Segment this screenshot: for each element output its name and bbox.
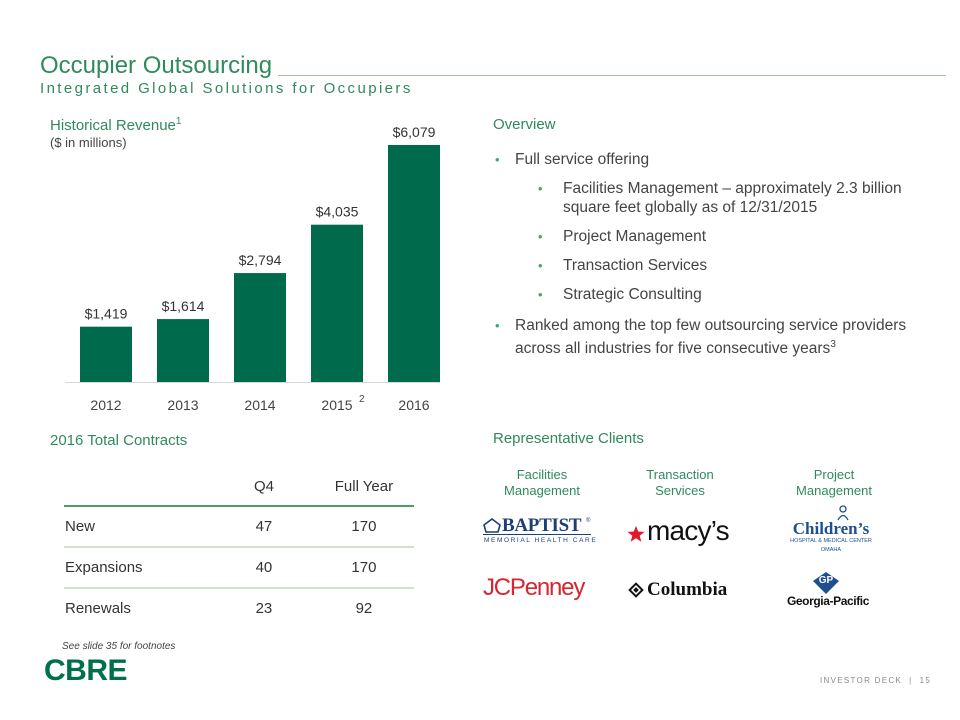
clients-heading: Representative Clients [493, 430, 644, 447]
overview-bullet-text: Full service offering [515, 151, 650, 168]
contracts-header-row: Q4 Full Year [64, 468, 414, 507]
bar [157, 319, 209, 382]
x-tick-label: 2014 [244, 397, 275, 413]
full-year-value: 170 [313, 547, 414, 589]
revenue-bar-chart: $1,419 2012 $1,614 2013 $2,794 2014 $4,035 2015… [65, 124, 440, 413]
baptist-logo: BAPTIST ® MEMORIAL HEALTH CARE [483, 515, 598, 549]
revenue-footnote-ref: 1 [175, 116, 182, 127]
revenue-units: ($ in millions) [50, 135, 127, 150]
title-divider [278, 75, 946, 76]
baptist-name: BAPTIST [502, 515, 582, 536]
contracts-table: Q4 Full Year New 47 170 Expansions 40 17… [64, 468, 414, 628]
footnote-ref: 3 [830, 339, 836, 350]
x-tick-footnote: 2 [359, 394, 365, 405]
x-tick-label: 2012 [90, 397, 121, 413]
full-year-value: 170 [313, 506, 414, 548]
star-icon [627, 525, 645, 542]
overview-bullet: Ranked among the top few outsourcing ser… [493, 316, 913, 358]
diamond-icon [628, 582, 644, 598]
table-row: Expansions 40 170 [64, 547, 414, 589]
client-category-transaction: Transaction Services [624, 467, 736, 499]
row-label: New [64, 506, 215, 548]
client-category-line: Project [813, 467, 855, 482]
data-label: $2,794 [239, 252, 282, 268]
macys-logo: macy’s [627, 515, 737, 549]
overview-bullet-text: Transaction Services [563, 257, 708, 274]
page-number: 15 [919, 676, 932, 685]
bar [234, 273, 286, 382]
overview-bullet: Strategic Consulting [493, 285, 913, 304]
registered-mark: ® [586, 518, 591, 524]
client-category-line: Facilities [516, 467, 568, 482]
bar [80, 326, 132, 382]
client-category-line: Transaction [646, 467, 714, 482]
overview-bullet: Facilities Management – approximately 2.… [493, 179, 913, 217]
data-label: $1,419 [85, 306, 128, 322]
table-row: Renewals 23 92 [64, 588, 414, 628]
footer-deck-label: INVESTOR DECK | 15 [820, 676, 931, 685]
column-header-full-year: Full Year [313, 468, 414, 507]
column-header-q4: Q4 [214, 468, 314, 507]
data-label: $1,614 [162, 298, 205, 314]
table-row: New 47 170 [64, 506, 414, 548]
footer-separator: | [909, 676, 913, 685]
georgia-pacific-logo: GP Georgia-Pacific [780, 572, 876, 608]
gp-shield-icon [813, 572, 839, 594]
data-label: $4,035 [316, 204, 359, 220]
footnote: See slide 35 for footnotes [62, 641, 176, 652]
baptist-subtitle: MEMORIAL HEALTH CARE [484, 537, 598, 544]
gp-mark: GP [818, 575, 834, 586]
q4-value: 40 [214, 547, 314, 589]
georgia-pacific-name: Georgia-Pacific [786, 594, 870, 608]
childrens-subtitle: HOSPITAL & MEDICAL CENTER [790, 538, 872, 544]
client-category-facilities: Facilities Management [486, 467, 598, 499]
contracts-heading: 2016 Total Contracts [50, 432, 188, 449]
childrens-location: OMAHA [820, 547, 842, 553]
page-subtitle: Integrated Global Solutions for Occupier… [40, 80, 413, 97]
columbia-name: Columbia [647, 579, 728, 600]
overview-bullet-text: Facilities Management – approximately 2.… [563, 180, 902, 216]
overview-bullet-text: Project Management [563, 228, 707, 245]
bar [388, 145, 440, 382]
client-category-line: Services [655, 483, 705, 498]
overview-list: Full service offering Facilities Manageme… [493, 150, 913, 358]
client-category-line: Management [504, 483, 580, 498]
row-label: Renewals [65, 600, 131, 617]
overview-bullet: Project Management [493, 227, 913, 246]
overview-bullet-text: Strategic Consulting [563, 286, 702, 303]
overview-bullet-text: Ranked among the top few outsourcing ser… [515, 317, 907, 358]
data-label: $6,079 [393, 124, 436, 140]
overview-bullet: Transaction Services [493, 256, 913, 275]
row-label: Expansions [64, 547, 215, 589]
deck-name: INVESTOR DECK [820, 676, 903, 685]
full-year-value: 92 [355, 600, 373, 617]
x-tick-label: 2015 [321, 397, 352, 413]
overview-bullet: Full service offering [493, 150, 913, 169]
jcpenney-logo: JCPenney [483, 574, 585, 601]
client-category-project: Project Management [778, 467, 890, 499]
child-figure-icon [837, 505, 849, 521]
childrens-logo: Children’s HOSPITAL & MEDICAL CENTER OMA… [786, 505, 876, 557]
baptist-house-icon [483, 518, 501, 533]
x-tick-label: 2016 [398, 397, 429, 413]
overview-heading: Overview [493, 116, 556, 133]
q4-value: 47 [214, 506, 314, 548]
columbia-logo: Columbia [627, 579, 737, 605]
cbre-logo: CBRE [44, 654, 128, 687]
page-title: Occupier Outsourcing [40, 52, 273, 79]
x-tick-label: 2013 [167, 397, 198, 413]
revenue-heading: Historical Revenue1 [50, 116, 181, 134]
column-header-blank [64, 468, 215, 507]
baptist-rule [483, 534, 591, 535]
bar [311, 224, 363, 382]
macys-name: macy’s [647, 515, 730, 546]
q4-value: 23 [255, 600, 273, 617]
revenue-heading-text: Historical Revenue [50, 117, 176, 134]
childrens-name: Children’s [792, 519, 870, 538]
client-category-line: Management [796, 483, 872, 498]
